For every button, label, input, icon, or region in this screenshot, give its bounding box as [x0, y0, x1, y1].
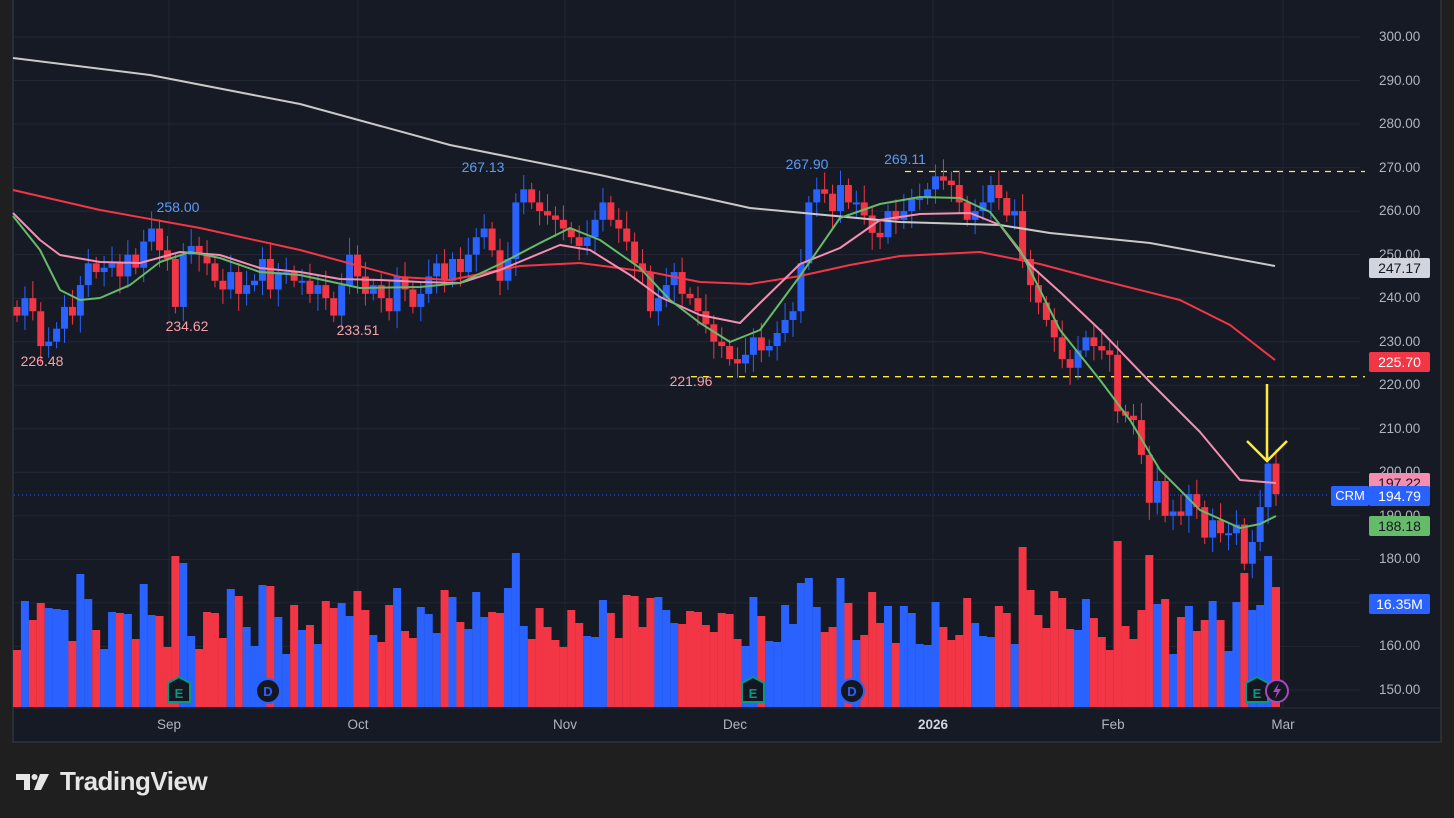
- time-tick: Oct: [347, 717, 369, 732]
- svg-text:267.90: 267.90: [786, 156, 829, 172]
- price-tick: 230.00: [1379, 333, 1421, 349]
- price-tag-ema-10: 188.18: [1369, 516, 1430, 536]
- time-tick: Feb: [1101, 717, 1125, 732]
- time-tick: Sep: [156, 717, 182, 732]
- tradingview-logo-icon: [16, 773, 49, 790]
- time-tick: 2026: [917, 717, 949, 732]
- price-tick: 160.00: [1379, 638, 1421, 654]
- moving-averages: [12, 57, 1277, 529]
- time-tick: Nov: [552, 717, 577, 732]
- price-tag-last-price: 194.79: [1369, 486, 1430, 506]
- svg-text:221.96: 221.96: [670, 373, 713, 389]
- svg-text:D: D: [847, 684, 856, 699]
- tradingview-logo[interactable]: TradingView: [16, 766, 208, 797]
- price-tick: 280.00: [1379, 116, 1421, 132]
- time-tick: Mar: [1271, 717, 1295, 732]
- price-tick: 260.00: [1379, 203, 1421, 219]
- logo-text: TradingView: [60, 766, 208, 796]
- price-tick: 180.00: [1379, 551, 1421, 567]
- symbol-tag: CRM: [1331, 486, 1369, 506]
- price-tick: 240.00: [1379, 290, 1421, 306]
- svg-text:258.00: 258.00: [157, 199, 200, 215]
- svg-text:E: E: [175, 686, 184, 701]
- candles: [13, 159, 1280, 579]
- price-tick: 250.00: [1379, 246, 1421, 262]
- svg-text:233.51: 233.51: [337, 322, 380, 338]
- price-tag-sma-50: 225.70: [1369, 352, 1430, 372]
- annotations: 226.48 258.00 234.62 233.51 267.13 221.96 267.…: [21, 151, 927, 389]
- price-tick: 290.00: [1379, 72, 1421, 88]
- price-tick: 210.00: [1379, 420, 1421, 436]
- price-tick: 220.00: [1379, 377, 1421, 393]
- price-tag-volume: 16.35M: [1369, 594, 1430, 614]
- time-tick: Dec: [722, 717, 747, 732]
- price-tick: 300.00: [1379, 29, 1421, 44]
- svg-text:234.62: 234.62: [166, 318, 209, 334]
- price-tick: 150.00: [1379, 681, 1421, 697]
- svg-text:226.48: 226.48: [21, 353, 64, 369]
- svg-text:267.13: 267.13: [462, 159, 505, 175]
- arrow-annotation: [1246, 384, 1288, 463]
- svg-text:E: E: [1253, 686, 1262, 701]
- price-tag-sma-200: 247.17: [1369, 258, 1430, 278]
- price-tick: 270.00: [1379, 159, 1421, 175]
- svg-text:E: E: [749, 686, 758, 701]
- svg-text:269.11: 269.11: [884, 151, 926, 167]
- horizontal-lines: [14, 170, 1365, 496]
- svg-text:D: D: [263, 684, 272, 699]
